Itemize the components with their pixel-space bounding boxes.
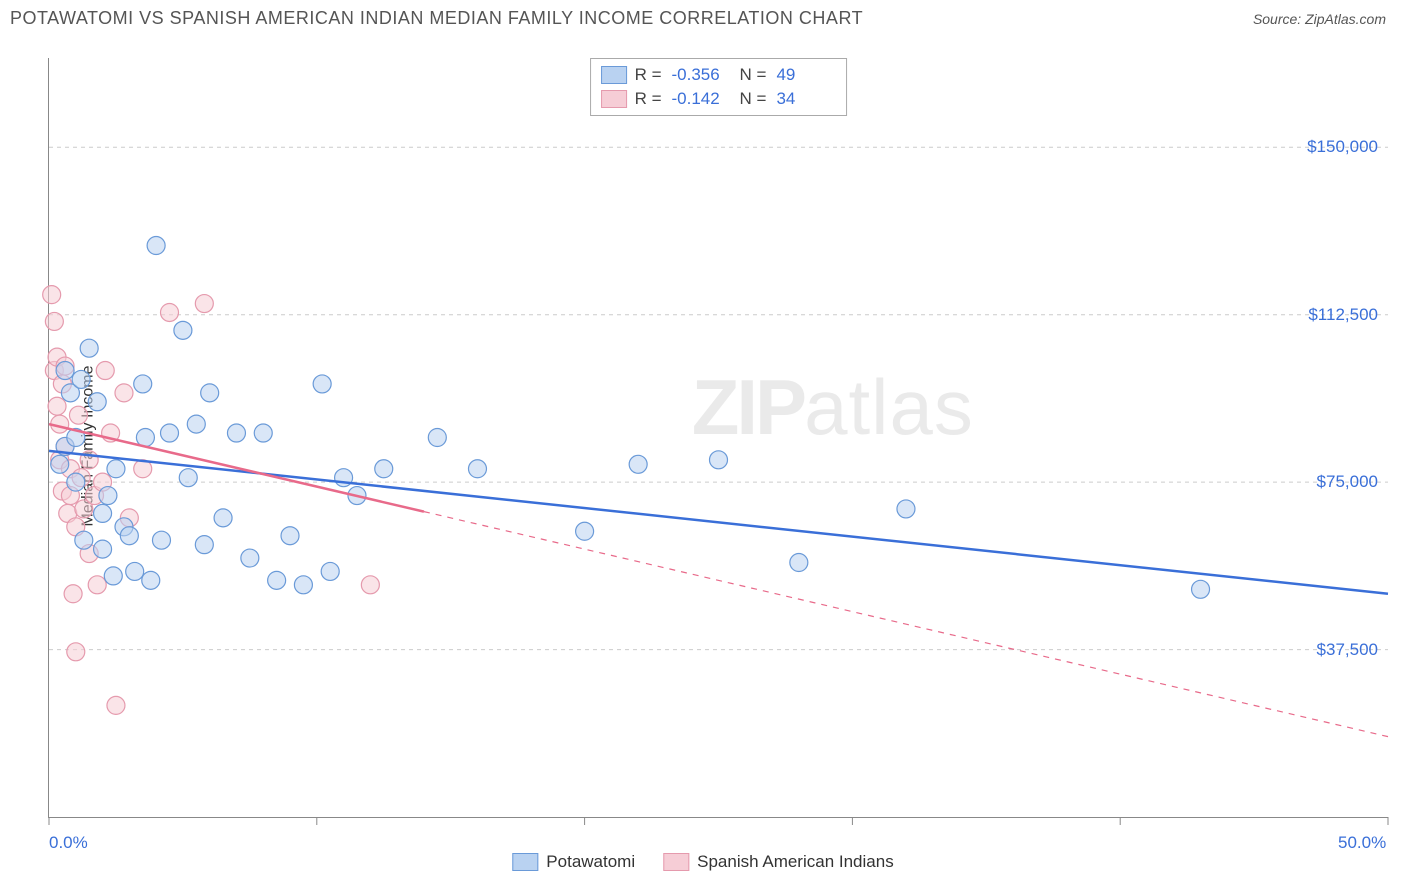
series-legend: Potawatomi Spanish American Indians (512, 852, 893, 872)
n-value-1: 34 (776, 89, 836, 109)
r-value-1: -0.142 (672, 89, 732, 109)
source-name: ZipAtlas.com (1305, 11, 1386, 27)
n-value-0: 49 (776, 65, 836, 85)
swatch-spanish (601, 90, 627, 108)
r-label: R = (635, 65, 662, 85)
y-tick-label: $150,000 (1307, 137, 1378, 157)
y-tick-label: $112,500 (1308, 305, 1378, 325)
source-label: Source: (1253, 11, 1301, 27)
y-tick-label: $37,500 (1317, 640, 1378, 660)
correlation-legend: R = -0.356 N = 49 R = -0.142 N = 34 (590, 58, 848, 116)
chart-plot-area: ZIPatlas R = -0.356 N = 49 R = -0.142 N … (48, 58, 1388, 818)
scatter-svg (49, 58, 1388, 817)
r-value-0: -0.356 (672, 65, 732, 85)
n-label: N = (740, 89, 767, 109)
legend-row-1: R = -0.142 N = 34 (601, 87, 837, 111)
source: Source: ZipAtlas.com (1253, 11, 1386, 27)
swatch-icon (663, 853, 689, 871)
n-label: N = (740, 65, 767, 85)
legend-label-1: Spanish American Indians (697, 852, 894, 872)
legend-row-0: R = -0.356 N = 49 (601, 63, 837, 87)
swatch-potawatomi (601, 66, 627, 84)
x-tick-label: 0.0% (49, 833, 88, 853)
header: POTAWATOMI VS SPANISH AMERICAN INDIAN ME… (0, 0, 1406, 37)
y-tick-label: $75,000 (1317, 472, 1378, 492)
legend-item-1: Spanish American Indians (663, 852, 894, 872)
legend-label-0: Potawatomi (546, 852, 635, 872)
swatch-icon (512, 853, 538, 871)
x-tick-label: 50.0% (1338, 833, 1386, 853)
legend-item-0: Potawatomi (512, 852, 635, 872)
chart-title: POTAWATOMI VS SPANISH AMERICAN INDIAN ME… (10, 8, 863, 29)
r-label: R = (635, 89, 662, 109)
